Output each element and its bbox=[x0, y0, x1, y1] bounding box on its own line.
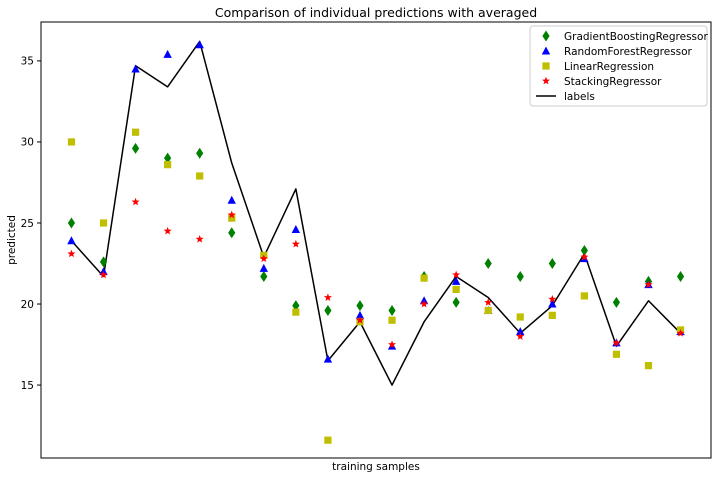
data-point bbox=[420, 274, 428, 282]
data-point bbox=[516, 313, 524, 321]
data-point bbox=[163, 49, 172, 58]
data-point bbox=[291, 224, 301, 233]
data-point bbox=[355, 316, 364, 324]
data-point bbox=[452, 296, 460, 308]
legend-label: GradientBoostingRegressor bbox=[564, 31, 708, 43]
data-point bbox=[451, 276, 461, 285]
legend-label: RandomForestRegressor bbox=[564, 46, 693, 58]
data-point bbox=[260, 270, 268, 282]
data-point bbox=[644, 362, 653, 370]
data-point bbox=[548, 311, 556, 319]
data-point bbox=[291, 239, 300, 248]
data-point bbox=[644, 280, 653, 288]
legend-item: LinearRegression bbox=[542, 61, 654, 73]
data-point bbox=[355, 310, 365, 319]
data-point bbox=[516, 332, 525, 340]
data-point bbox=[548, 299, 557, 308]
legend-swatch bbox=[542, 30, 550, 42]
data-point bbox=[196, 147, 204, 159]
data-point bbox=[484, 298, 493, 306]
legend-swatch bbox=[542, 62, 550, 70]
data-point bbox=[612, 350, 621, 358]
data-point bbox=[259, 254, 268, 263]
data-point bbox=[323, 354, 333, 363]
data-point bbox=[324, 305, 332, 317]
data-point bbox=[516, 327, 525, 336]
data-point bbox=[452, 270, 461, 279]
data-point bbox=[67, 249, 76, 258]
legend-label: labels bbox=[564, 91, 595, 103]
series-line bbox=[70, 40, 682, 386]
data-point bbox=[195, 234, 204, 243]
data-point bbox=[548, 258, 556, 270]
y-axis: 15 20 25 30 35 bbox=[21, 56, 41, 392]
data-point bbox=[196, 172, 204, 180]
data-point bbox=[131, 64, 140, 73]
data-point bbox=[228, 214, 236, 222]
data-point bbox=[324, 436, 332, 444]
data-point bbox=[164, 152, 172, 164]
series-StackingRegressor bbox=[67, 197, 685, 348]
data-point bbox=[484, 306, 492, 315]
data-point bbox=[452, 285, 460, 294]
x-axis-title: training samples bbox=[332, 461, 420, 473]
data-point bbox=[131, 197, 140, 206]
y-tick-label: 20 bbox=[21, 299, 34, 311]
data-point bbox=[131, 142, 140, 154]
data-point bbox=[676, 270, 685, 282]
data-point bbox=[356, 300, 364, 312]
y-tick-label: 15 bbox=[21, 380, 34, 392]
data-point bbox=[292, 308, 300, 316]
data-point bbox=[516, 270, 524, 282]
legend-item: StackingRegressor bbox=[542, 76, 662, 88]
legend-label: StackingRegressor bbox=[564, 76, 662, 88]
data-point bbox=[67, 138, 76, 146]
legend-label: LinearRegression bbox=[564, 61, 654, 73]
data-point bbox=[388, 305, 396, 317]
data-point bbox=[259, 263, 268, 272]
data-point bbox=[580, 292, 588, 300]
legend-box bbox=[529, 25, 708, 107]
data-point bbox=[612, 296, 621, 308]
chart-title: Comparison of individual predictions wit… bbox=[215, 5, 537, 20]
data-point bbox=[292, 300, 300, 312]
data-point bbox=[67, 236, 76, 245]
data-point bbox=[131, 128, 140, 136]
data-point bbox=[580, 245, 588, 257]
legend-swatch bbox=[541, 46, 551, 55]
data-point bbox=[548, 294, 557, 303]
data-point bbox=[228, 227, 236, 239]
data-point bbox=[99, 219, 108, 227]
data-point bbox=[227, 195, 236, 204]
y-tick-label: 25 bbox=[21, 218, 34, 230]
data-point bbox=[164, 161, 172, 169]
data-series bbox=[67, 40, 685, 444]
data-point bbox=[195, 40, 204, 49]
data-point bbox=[323, 293, 332, 301]
series-labels bbox=[70, 40, 682, 386]
y-axis-title: predicted bbox=[6, 215, 18, 265]
data-point bbox=[227, 210, 236, 219]
data-point bbox=[99, 256, 108, 268]
legend-item: RandomForestRegressor bbox=[541, 46, 693, 58]
data-point bbox=[612, 338, 621, 347]
y-tick-label: 30 bbox=[21, 137, 34, 149]
data-point bbox=[388, 340, 397, 348]
data-point bbox=[67, 217, 76, 229]
data-point bbox=[484, 258, 492, 270]
data-point bbox=[420, 299, 429, 308]
data-point bbox=[580, 252, 589, 261]
data-point bbox=[676, 329, 685, 337]
data-point bbox=[163, 226, 172, 235]
data-point bbox=[99, 270, 108, 279]
legend-item: GradientBoostingRegressor bbox=[542, 30, 708, 43]
legend-item: labels bbox=[536, 91, 595, 103]
legend: GradientBoostingRegressor RandomForestReg… bbox=[529, 25, 708, 107]
legend-swatch bbox=[542, 76, 550, 85]
data-point bbox=[388, 316, 396, 324]
y-tick-label: 35 bbox=[21, 56, 34, 68]
